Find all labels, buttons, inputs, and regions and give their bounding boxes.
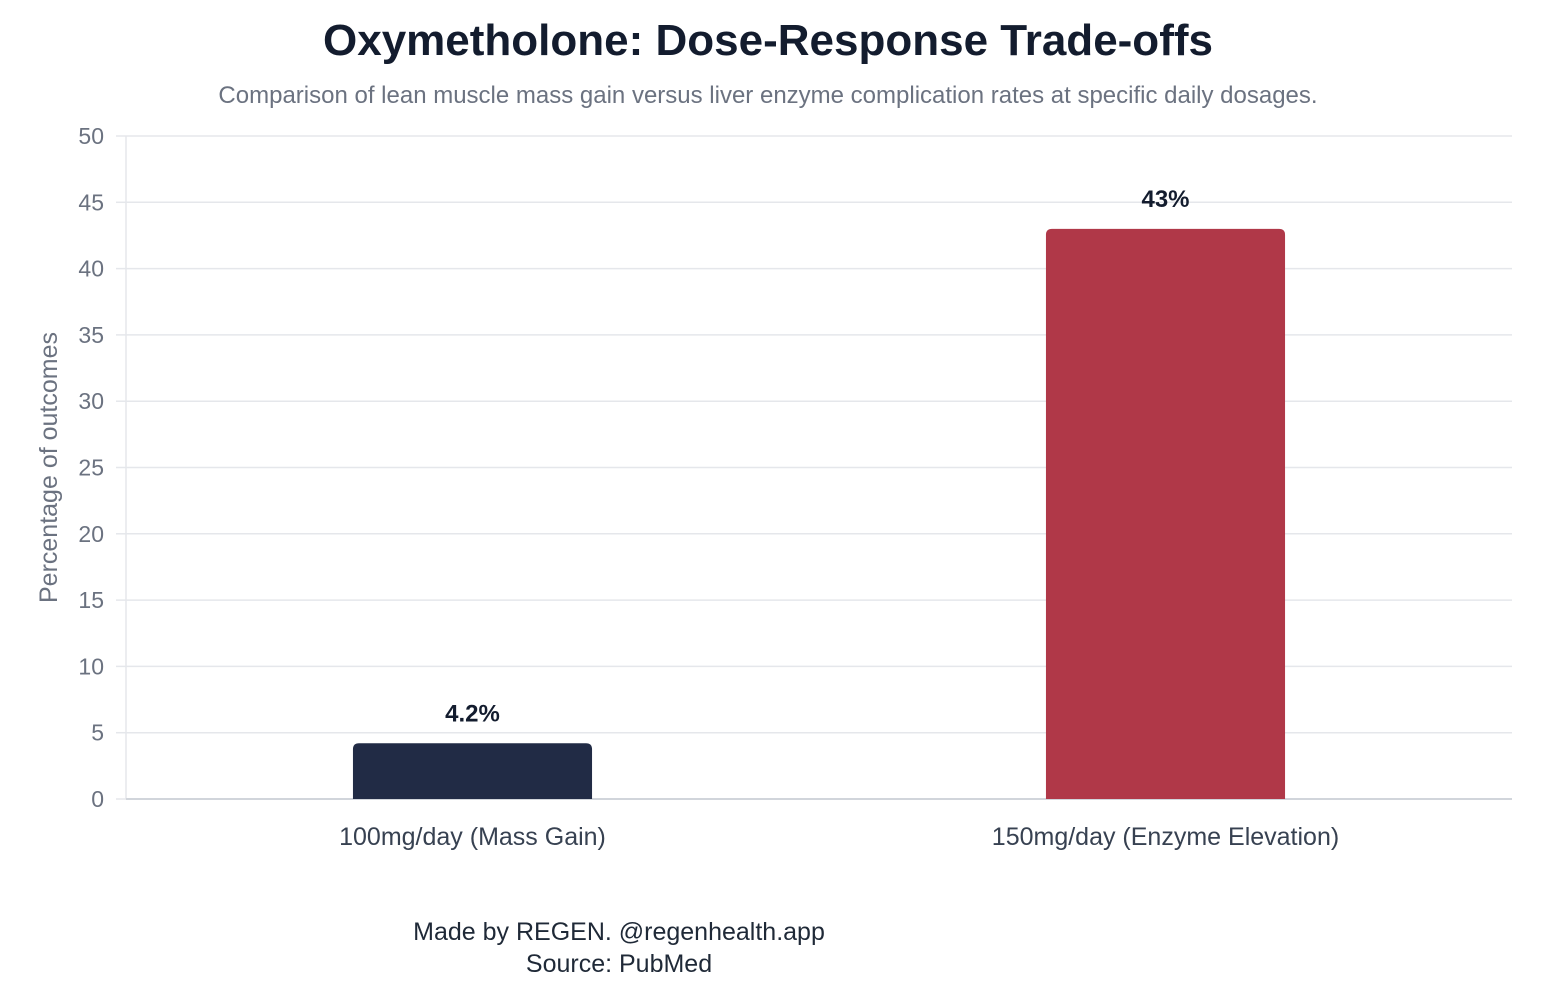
y-tick-label: 20 — [78, 521, 104, 547]
y-axis-label: Percentage of outcomes — [35, 332, 63, 603]
footer: Made by REGEN. @regenhealth.app Source: … — [0, 916, 1238, 980]
y-tick-label: 5 — [91, 720, 104, 746]
y-tick-label: 10 — [78, 653, 104, 679]
y-tick-label: 0 — [91, 786, 104, 812]
data-label: 4.2% — [445, 700, 500, 727]
y-tick-label: 15 — [78, 587, 104, 613]
bar — [352, 743, 593, 799]
x-tick-label: 150mg/day (Enzyme Elevation) — [992, 823, 1339, 851]
y-tick-label: 45 — [78, 189, 104, 215]
y-tick-label: 50 — [78, 123, 104, 149]
y-tick-label: 35 — [78, 322, 104, 348]
y-tick-label: 30 — [78, 388, 104, 414]
footer-source: Source: PubMed — [525, 950, 713, 978]
data-label: 43% — [1141, 186, 1189, 213]
footer-credit: Made by REGEN. @regenhealth.app — [413, 918, 825, 946]
x-tick-label: 100mg/day (Mass Gain) — [339, 823, 606, 851]
bar-chart: 0 5 10 15 20 25 30 35 40 45 50 Percentage of outcom… — [35, 123, 1512, 851]
chart-title: Oxymetholone: Dose-Response Trade-offs — [323, 16, 1213, 65]
y-tick-label: 25 — [78, 455, 104, 481]
chart-subtitle: Comparison of lean muscle mass gain vers… — [218, 82, 1318, 109]
bar — [1045, 228, 1286, 799]
y-tick-label: 40 — [78, 256, 104, 282]
